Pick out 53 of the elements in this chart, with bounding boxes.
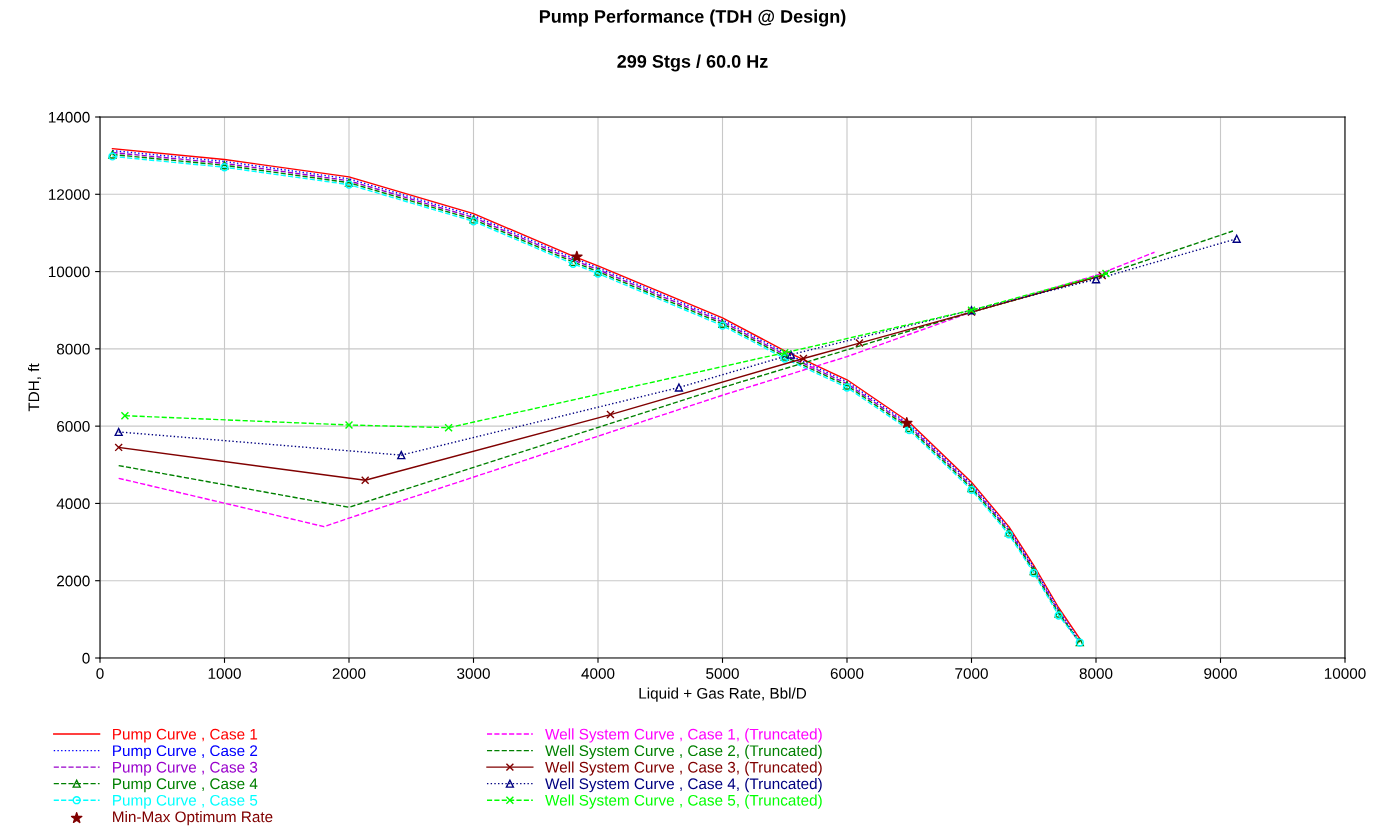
y-tick-label: 14000 — [48, 111, 90, 123]
point — [114, 443, 123, 452]
y-tick-label: 12000 — [48, 189, 90, 200]
point — [799, 354, 808, 363]
x-tick-label: 4000 — [581, 668, 615, 679]
y-tick-label: 4000 — [56, 498, 90, 510]
chart-title: Pump Performance (TDH @ Design) — [539, 9, 846, 27]
chart-subtitle: 299 Stgs / 60.0 Hz — [617, 54, 768, 72]
x-tick-label: 9000 — [1204, 668, 1237, 679]
point — [606, 410, 615, 419]
point — [114, 427, 123, 437]
point — [900, 416, 913, 429]
point — [1091, 275, 1101, 284]
point — [855, 338, 864, 348]
x-tick-label: 2000 — [332, 668, 366, 679]
x-tick-label: 7000 — [955, 668, 988, 679]
legend-label: Pump Curve , Case 4 — [113, 778, 258, 793]
line-series — [117, 251, 1156, 528]
point — [397, 450, 406, 460]
y-tick-label: 6000 — [57, 421, 90, 432]
x-tick-label: 6000 — [830, 668, 864, 679]
legend-label: Well System Curve , Case 2, (Truncated) — [545, 744, 822, 760]
point — [344, 420, 354, 430]
point — [674, 383, 684, 392]
legend-label: Min-Max Optimum Rate — [113, 811, 273, 826]
y-tick-label: 8000 — [56, 343, 90, 355]
x-tick-label: 5000 — [706, 668, 739, 679]
point — [361, 476, 370, 485]
point — [1232, 234, 1241, 243]
legend-label: Pump Curve , Case 3 — [113, 761, 258, 776]
x-axis-title: Liquid + Gas Rate, Bbl/D — [639, 687, 807, 702]
legend-label: Pump Curve , Case 2 — [113, 745, 258, 760]
y-tick-label: 2000 — [57, 575, 90, 587]
point — [786, 350, 796, 359]
y-axis-title: TDH, ft — [28, 363, 42, 412]
x-tick-label: 8000 — [1079, 668, 1113, 679]
y-tick-label: 10000 — [48, 266, 90, 278]
point — [120, 411, 130, 420]
legend-label: Well System Curve , Case 5, (Truncated) — [545, 794, 822, 809]
legend-label: Well System Curve , Case 1, (Truncated) — [545, 728, 822, 743]
legend-label: Pump Curve , Case 5 — [113, 794, 258, 809]
legend-label: Well System Curve , Case 4, (Truncated) — [545, 777, 822, 793]
point — [780, 348, 789, 357]
point — [571, 250, 583, 262]
x-tick-label: 0 — [96, 668, 104, 679]
x-tick-label: 1000 — [208, 668, 241, 679]
x-tick-label: 3000 — [457, 668, 490, 679]
point — [444, 423, 453, 432]
legend-label: Well System Curve , Case 3, (Truncated) — [545, 761, 822, 776]
x-tick-label: 10000 — [1324, 668, 1366, 679]
y-tick-label: 0 — [82, 652, 90, 664]
legend-label: Pump Curve , Case 1 — [113, 728, 258, 743]
point — [1101, 269, 1111, 278]
